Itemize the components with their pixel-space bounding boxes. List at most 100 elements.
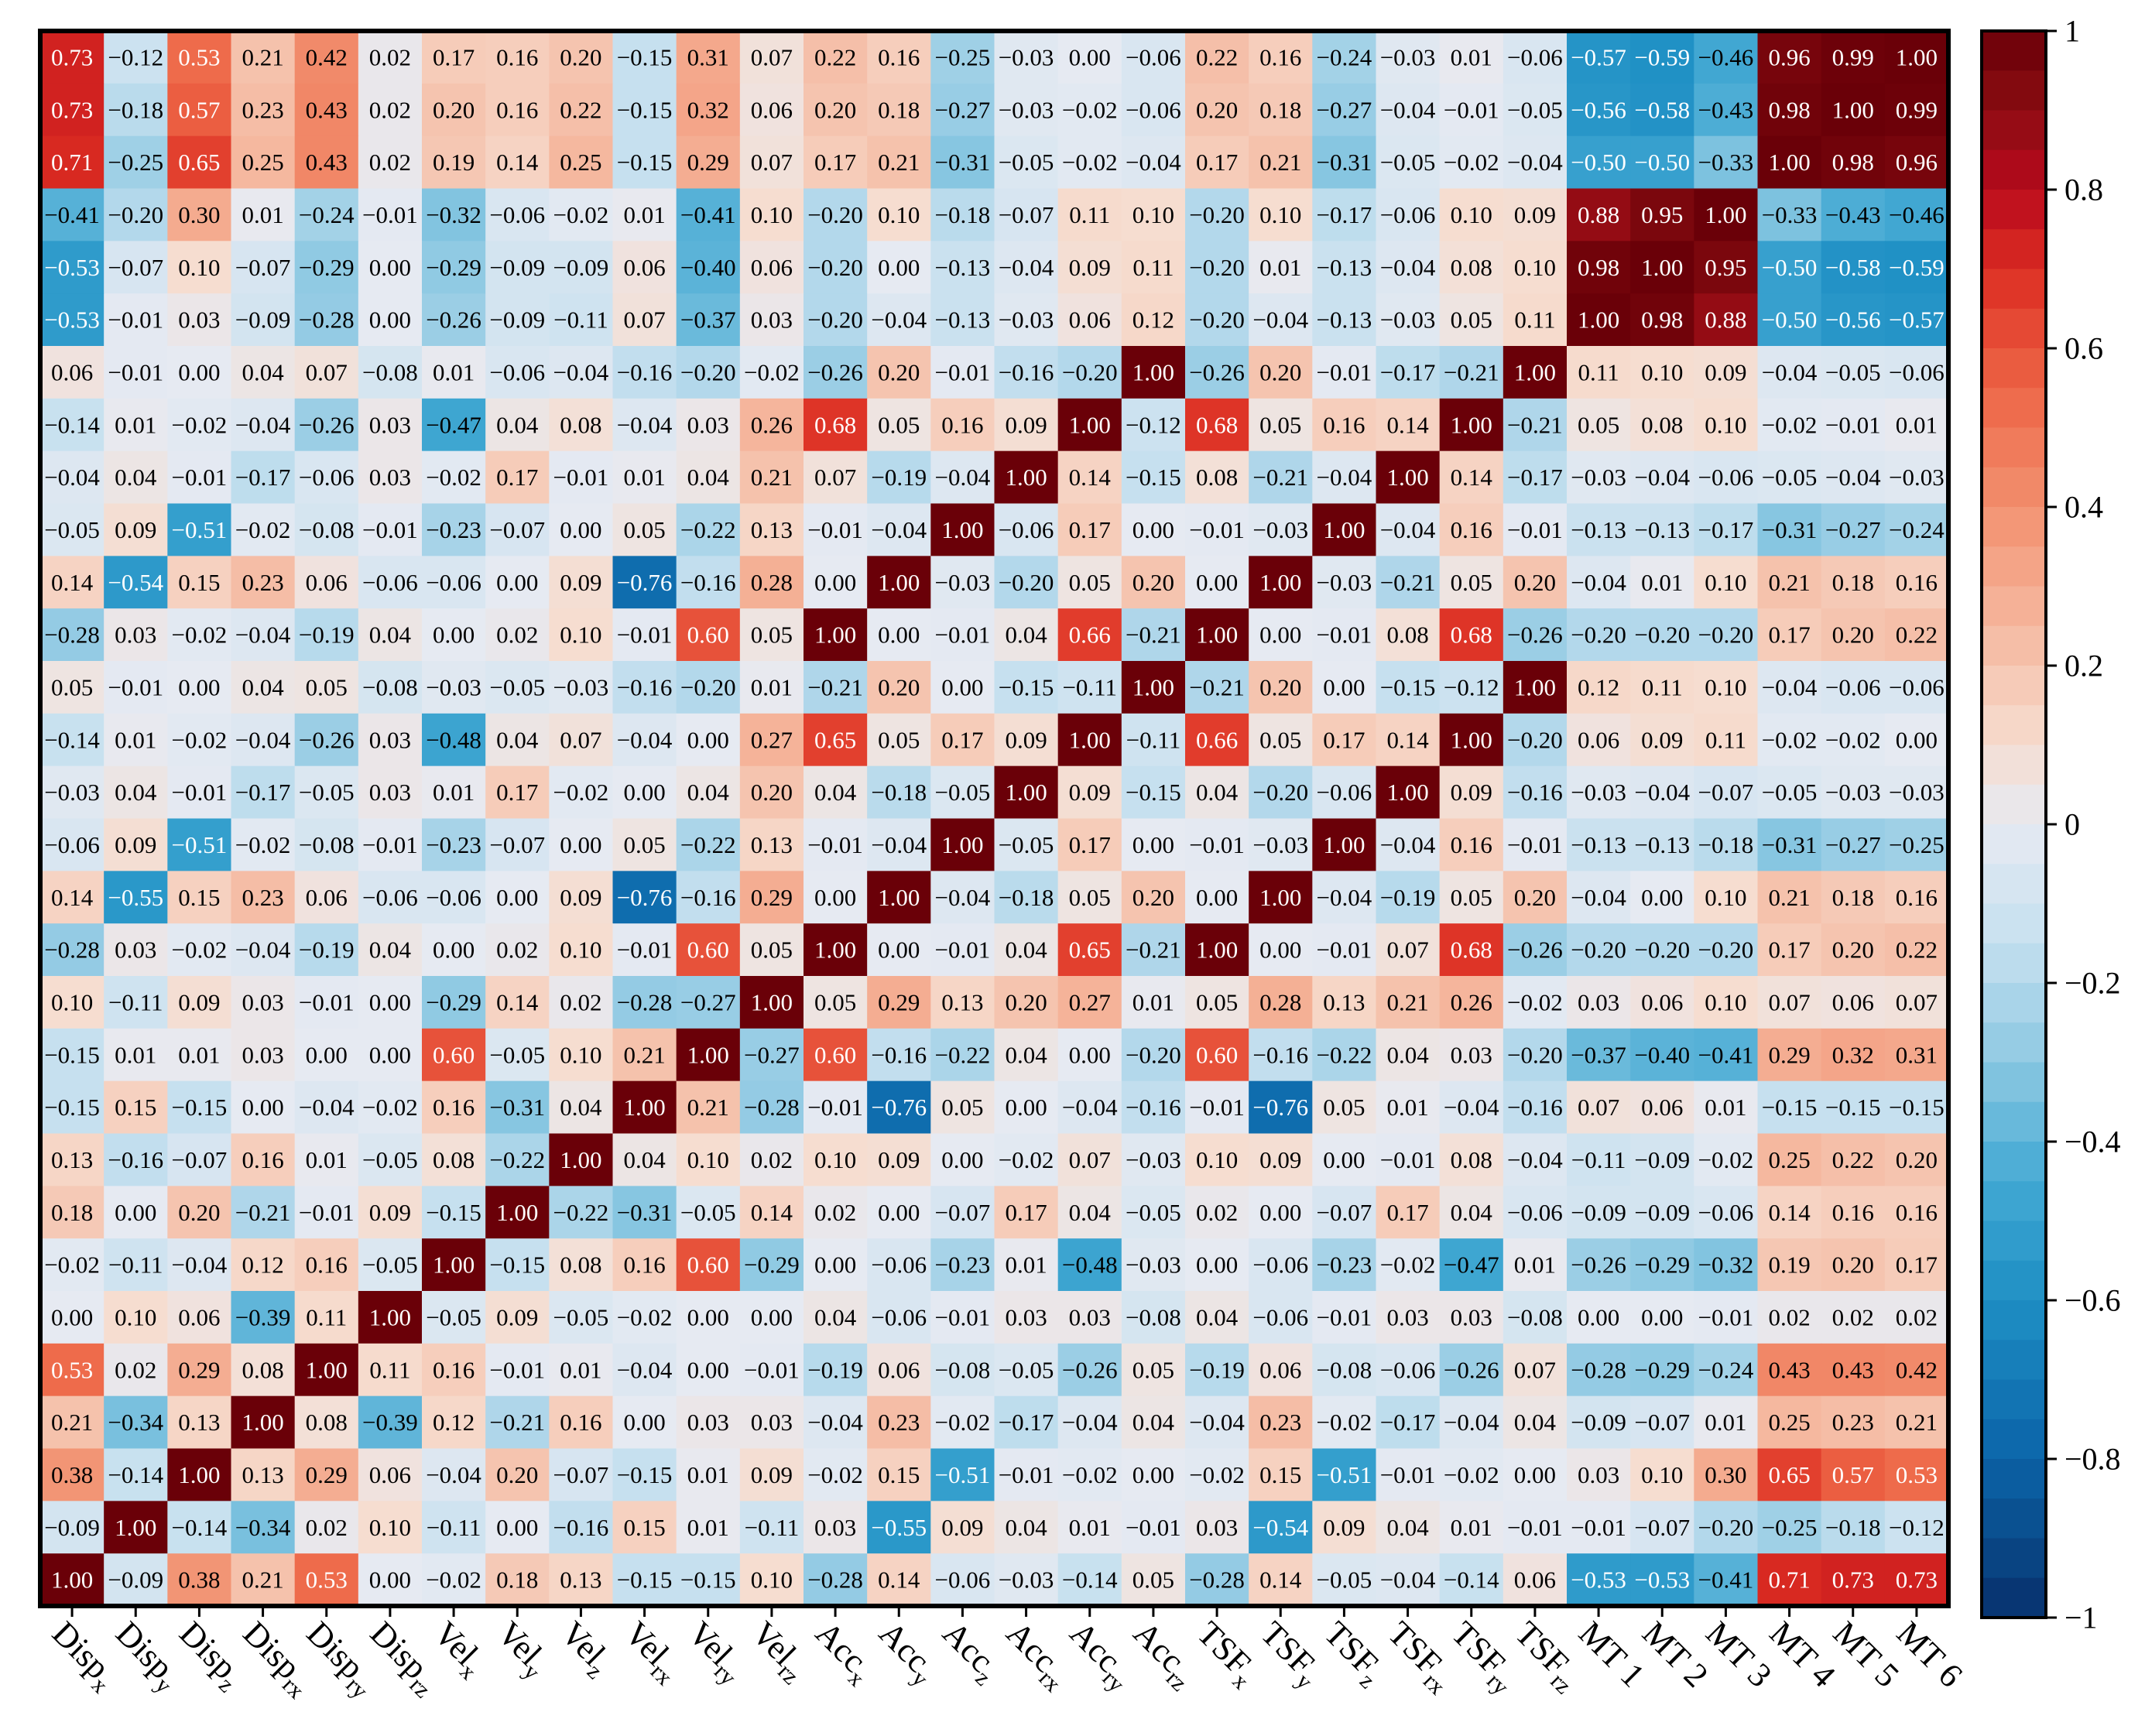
x-tick-label: Disprz [359, 1614, 448, 1703]
cell-value-label: −0.33 [1762, 201, 1818, 228]
heatmap-cell [231, 83, 296, 137]
cell-value-label: −0.06 [1507, 1199, 1563, 1226]
cell-value-label: 0.14 [751, 1199, 793, 1226]
cell-value-label: 0.16 [878, 43, 920, 70]
cell-value-label: −0.06 [999, 516, 1054, 543]
cell-value-label: −0.22 [553, 1199, 609, 1226]
cell-value-label: 0.00 [369, 1567, 411, 1594]
heatmap-cell [1630, 1028, 1694, 1082]
cell-value-label: −0.06 [871, 1303, 927, 1330]
x-tick-label: MT 2 [1635, 1614, 1715, 1694]
cell-value-label: −0.27 [1317, 96, 1372, 123]
cell-value-label: 0.00 [560, 516, 601, 543]
cell-value-label: −0.04 [871, 516, 927, 543]
heatmap-cell [1757, 1291, 1822, 1344]
colorbar-step [1982, 1498, 2046, 1539]
heatmap-cell [1884, 976, 1949, 1029]
heatmap-cell [485, 1343, 550, 1397]
cell-value-label: −0.15 [617, 149, 673, 176]
colorbar-step [1982, 745, 2046, 786]
heatmap-cell [1121, 976, 1186, 1029]
cell-value-label: 0.03 [1069, 1303, 1111, 1330]
heatmap-cell [1567, 1291, 1631, 1344]
heatmap-cell [676, 818, 741, 871]
heatmap-cell [485, 398, 550, 452]
cell-value-label: −0.03 [1317, 569, 1372, 596]
heatmap-cell [422, 1395, 486, 1450]
heatmap-cell [930, 1238, 995, 1292]
heatmap-cell [676, 608, 741, 662]
heatmap-cell [422, 346, 486, 399]
heatmap-cell [994, 135, 1059, 190]
heatmap-cell [804, 503, 868, 556]
cell-value-label: 0.16 [1896, 569, 1938, 596]
cell-value-label: 0.01 [623, 464, 665, 491]
heatmap-cell [294, 1395, 359, 1450]
heatmap-cell [867, 31, 931, 84]
heatmap-cell [294, 1080, 359, 1135]
heatmap-cell [1121, 1291, 1186, 1344]
cell-value-label: −0.04 [1189, 1409, 1245, 1436]
cell-value-label: 0.07 [751, 43, 793, 70]
cell-value-label: 0.00 [1196, 884, 1238, 911]
heatmap-cell [1757, 398, 1822, 452]
cell-value-label: −0.39 [235, 1303, 291, 1330]
heatmap-cell [40, 241, 105, 294]
cell-value-label: −0.05 [362, 1251, 418, 1279]
heatmap-cell [1884, 818, 1949, 871]
heatmap-cell [358, 31, 423, 84]
cell-value-label: 0.01 [1069, 1514, 1111, 1541]
cell-value-label: 0.04 [814, 779, 857, 806]
cell-value-label: 0.09 [1641, 726, 1683, 753]
x-tick-label: Disprx [232, 1614, 322, 1703]
heatmap-cell [1312, 293, 1377, 347]
cell-value-label: 0.16 [1832, 1199, 1874, 1226]
heatmap-cell [1312, 31, 1377, 84]
heatmap-cell [1249, 398, 1313, 452]
cell-value-label: 0.18 [496, 1567, 538, 1594]
heatmap-cell [930, 293, 995, 347]
cell-value-label: 0.21 [751, 464, 793, 491]
cell-value-label: 0.00 [878, 1199, 920, 1226]
heatmap-cell [167, 871, 232, 924]
cell-value-label: −0.20 [807, 201, 863, 228]
heatmap-cell [104, 976, 168, 1029]
heatmap-cell [1821, 765, 1886, 820]
cell-value-label: 0.16 [1896, 884, 1938, 911]
heatmap-cell [1312, 1343, 1377, 1397]
x-tick-label: Vely [486, 1614, 557, 1685]
cell-value-label: 0.25 [1768, 1409, 1810, 1436]
heatmap-cell [804, 83, 868, 137]
heatmap-cell [1439, 83, 1504, 137]
cell-value-label: −0.32 [426, 201, 481, 228]
heatmap-cell [612, 31, 677, 84]
cell-value-label: −0.04 [1252, 306, 1308, 334]
cell-value-label: 0.08 [1196, 464, 1238, 491]
cell-value-label: 0.01 [560, 1356, 601, 1383]
heatmap-cell [104, 713, 168, 767]
heatmap-cell [1567, 608, 1631, 662]
heatmap-cell [167, 1238, 232, 1292]
cell-value-label: 0.10 [1641, 1461, 1683, 1488]
cell-value-label: −0.20 [1698, 621, 1754, 649]
cell-value-label: 0.11 [1578, 358, 1619, 385]
cell-value-label: 0.09 [878, 1146, 920, 1173]
cell-value-label: 0.01 [1705, 1094, 1746, 1121]
cell-value-label: −0.02 [1444, 149, 1499, 176]
heatmap-cell [739, 31, 804, 84]
cell-value-label: 0.17 [1768, 936, 1810, 964]
heatmap-cell [994, 241, 1059, 294]
cell-value-label: 0.18 [1832, 884, 1874, 911]
heatmap-cell [1057, 346, 1122, 399]
heatmap-cell [612, 1080, 677, 1135]
cell-value-label: −0.02 [172, 411, 228, 438]
cell-value-label: −0.04 [1380, 1567, 1436, 1594]
colorbar-step [1982, 983, 2046, 1023]
cell-value-label: −0.22 [489, 1146, 545, 1173]
cell-value-label: 0.05 [1069, 884, 1111, 911]
cell-value-label: −0.04 [935, 464, 991, 491]
cell-value-label: 0.06 [178, 1303, 220, 1330]
heatmap-cell [1630, 608, 1694, 662]
cell-value-label: −0.01 [1189, 831, 1245, 858]
heatmap-cell [1249, 923, 1313, 977]
